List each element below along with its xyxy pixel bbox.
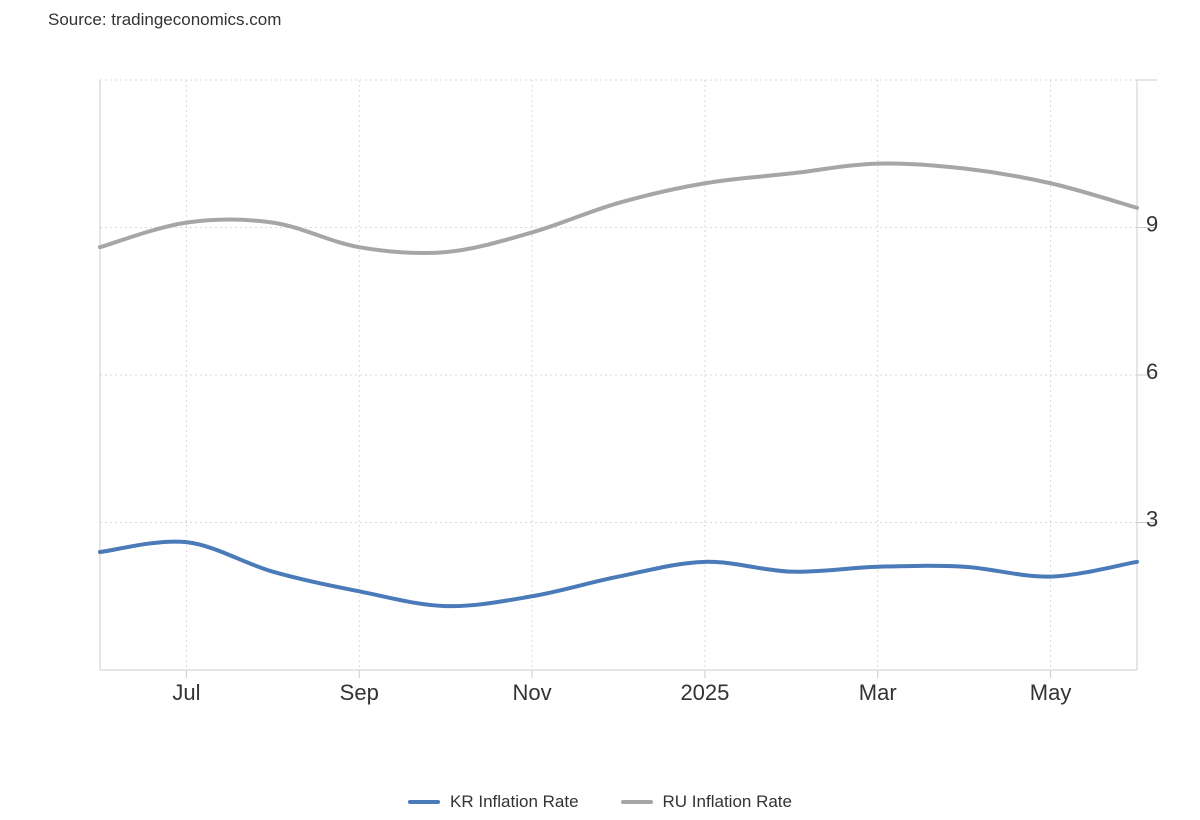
line-chart: 3 6 9 Jul Sep Nov 2025 Mar May xyxy=(98,79,1158,706)
source-attribution: Source: tradingeconomics.com xyxy=(48,10,282,29)
legend-swatch-kr xyxy=(408,800,441,804)
legend-item-ru[interactable]: RU Inflation Rate xyxy=(620,792,792,812)
y-tick-label: 6 xyxy=(1146,359,1158,384)
y-tick-label: 3 xyxy=(1146,507,1158,532)
x-tick-label: May xyxy=(1030,680,1072,705)
series-lines xyxy=(98,161,1139,609)
x-tick-label: Nov xyxy=(513,680,552,705)
axes xyxy=(99,79,1157,678)
y-tick-label: 9 xyxy=(1146,212,1158,237)
tick-labels: 3 6 9 Jul Sep Nov 2025 Mar May xyxy=(172,212,1158,706)
x-tick-label: Sep xyxy=(340,680,379,705)
x-tick-label: Mar xyxy=(859,680,897,705)
legend-label-kr: KR Inflation Rate xyxy=(450,792,579,811)
x-tick-label: Jul xyxy=(172,680,200,705)
legend-item-kr[interactable]: KR Inflation Rate xyxy=(408,792,579,812)
legend: KR Inflation Rate RU Inflation Rate xyxy=(0,792,1200,812)
grid xyxy=(100,79,1137,670)
x-tick-label: 2025 xyxy=(680,680,729,705)
legend-label-ru: RU Inflation Rate xyxy=(662,792,792,811)
series-line-kr-inflation-rate[interactable] xyxy=(98,539,1139,609)
series-line-ru-inflation-rate[interactable] xyxy=(98,161,1139,256)
legend-swatch-ru xyxy=(620,800,653,804)
